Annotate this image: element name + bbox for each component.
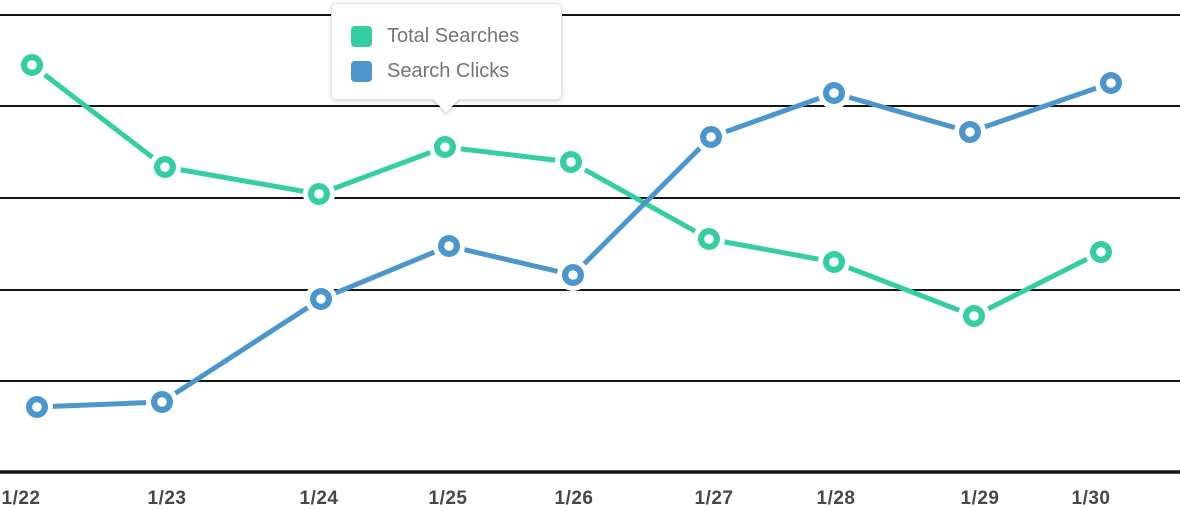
total-searches-swatch-icon [351,26,372,47]
x-axis-label-1-22: 1/22 [1,488,41,509]
x-axis-label-1-23: 1/23 [147,488,187,509]
total-searches-point-1-25-hole [440,142,450,152]
total-searches-point-1-30-hole [1096,247,1106,257]
legend-label-total-searches: Total Searches [387,25,520,47]
search-clicks-point-1-28-hole [829,88,839,98]
legend-row-search-clicks: Search Clicks [332,54,561,89]
x-axis-label-1-30: 1/30 [1071,488,1111,509]
search-clicks-point-1-24-hole [316,294,326,304]
total-searches-point-1-23-hole [160,162,170,172]
search-clicks-point-1-26-hole [568,270,578,280]
x-axis-label-1-27: 1/27 [694,488,734,509]
total-searches-point-1-24-hole [314,189,324,199]
legend-label-search-clicks: Search Clicks [387,60,510,82]
search-clicks-point-1-23-hole [157,397,167,407]
total-searches-point-1-27-hole [704,234,714,244]
search-clicks-point-1-30-hole [1106,78,1116,88]
x-axis-label-1-29: 1/29 [960,488,1000,509]
x-axis-label-1-26: 1/26 [554,488,594,509]
search-clicks-point-1-29-hole [965,127,975,137]
total-searches-point-1-29-hole [969,311,979,321]
search-clicks-swatch-icon [351,61,372,82]
search-clicks-point-1-22-hole [32,402,42,412]
search-clicks-point-1-27-hole [706,132,716,142]
legend-row-total-searches: Total Searches [332,19,561,54]
x-axis-label-1-25: 1/25 [428,488,468,509]
total-searches-point-1-22-hole [27,60,37,70]
search-clicks-point-1-25-hole [444,241,454,251]
x-axis-label-1-28: 1/28 [816,488,856,509]
total-searches-point-1-26-hole [566,157,576,167]
total-searches-point-1-28-hole [829,257,839,267]
tooltip-caret-icon [432,98,460,113]
search-clicks-line [34,80,1114,410]
x-axis-label-1-24: 1/24 [299,488,339,509]
chart-tooltip: Total Searches Search Clicks [331,3,562,113]
